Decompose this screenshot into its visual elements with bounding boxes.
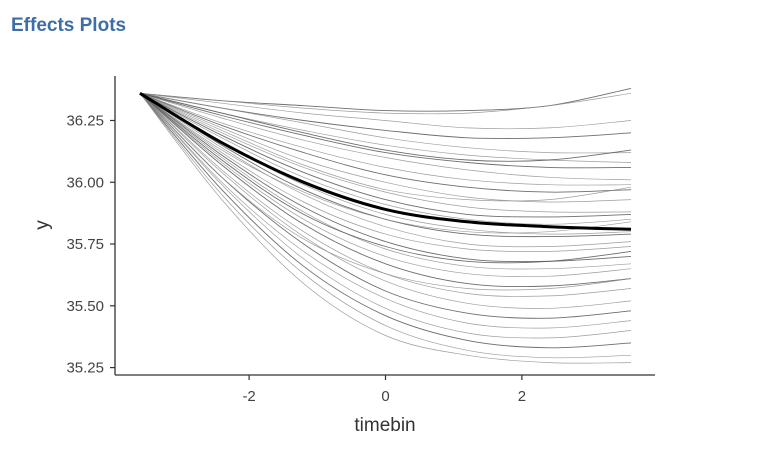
mean-effect-line: [139, 92, 632, 231]
posterior-draw-line: [139, 93, 632, 309]
x-tick-label: 0: [381, 388, 389, 405]
posterior-draw-line: [139, 93, 632, 339]
posterior-draw-line: [139, 92, 632, 169]
posterior-draw-line: [139, 93, 632, 277]
x-axis-title: timebin: [354, 415, 415, 436]
y-ticks: 35.25 35.50 35.75 36.00 36.25: [66, 112, 115, 377]
posterior-draw-line: [139, 92, 632, 218]
posterior-draw-line: [139, 93, 632, 235]
lines-layer: [139, 87, 632, 364]
posterior-draw-line: [139, 93, 632, 329]
posterior-draw-line: [139, 93, 632, 349]
posterior-draw-line: [139, 93, 632, 248]
y-tick-label: 35.50: [66, 298, 104, 315]
posterior-draw-line: [139, 92, 632, 181]
posterior-draw-line: [139, 93, 632, 291]
posterior-draw-line: [139, 92, 632, 202]
posterior-draw-line: [139, 93, 632, 359]
posterior-draw-line: [139, 92, 632, 130]
x-tick-label: 2: [518, 388, 526, 405]
x-ticks: -2 0 2: [242, 375, 526, 405]
y-tick-label: 36.25: [66, 112, 104, 129]
posterior-draw-line: [139, 93, 632, 364]
posterior-draw-line: [139, 93, 632, 234]
posterior-draw-line: [139, 92, 632, 193]
posterior-draw-line: [139, 92, 632, 213]
mean-layer: [139, 92, 632, 231]
posterior-draw-line: [139, 92, 632, 115]
y-tick-label: 36.00: [66, 174, 104, 191]
posterior-draw-line: [139, 92, 632, 288]
posterior-draw-line: [139, 92, 632, 162]
posterior-draw-line: [139, 92, 632, 163]
posterior-draw-line: [139, 92, 632, 154]
y-tick-label: 35.25: [66, 360, 104, 377]
posterior-draw-line: [139, 92, 632, 225]
posterior-draw-line: [139, 92, 632, 186]
posterior-draw-line: [139, 92, 632, 203]
posterior-draw-line: [139, 92, 632, 264]
posterior-draw-line: [139, 93, 632, 253]
posterior-draw-line: [139, 93, 632, 297]
x-tick-label: -2: [242, 388, 255, 405]
y-axis-title: y: [32, 220, 53, 230]
y-tick-label: 35.75: [66, 236, 104, 253]
section-title: Effects Plots: [11, 15, 127, 36]
posterior-draw-line: [139, 93, 632, 270]
